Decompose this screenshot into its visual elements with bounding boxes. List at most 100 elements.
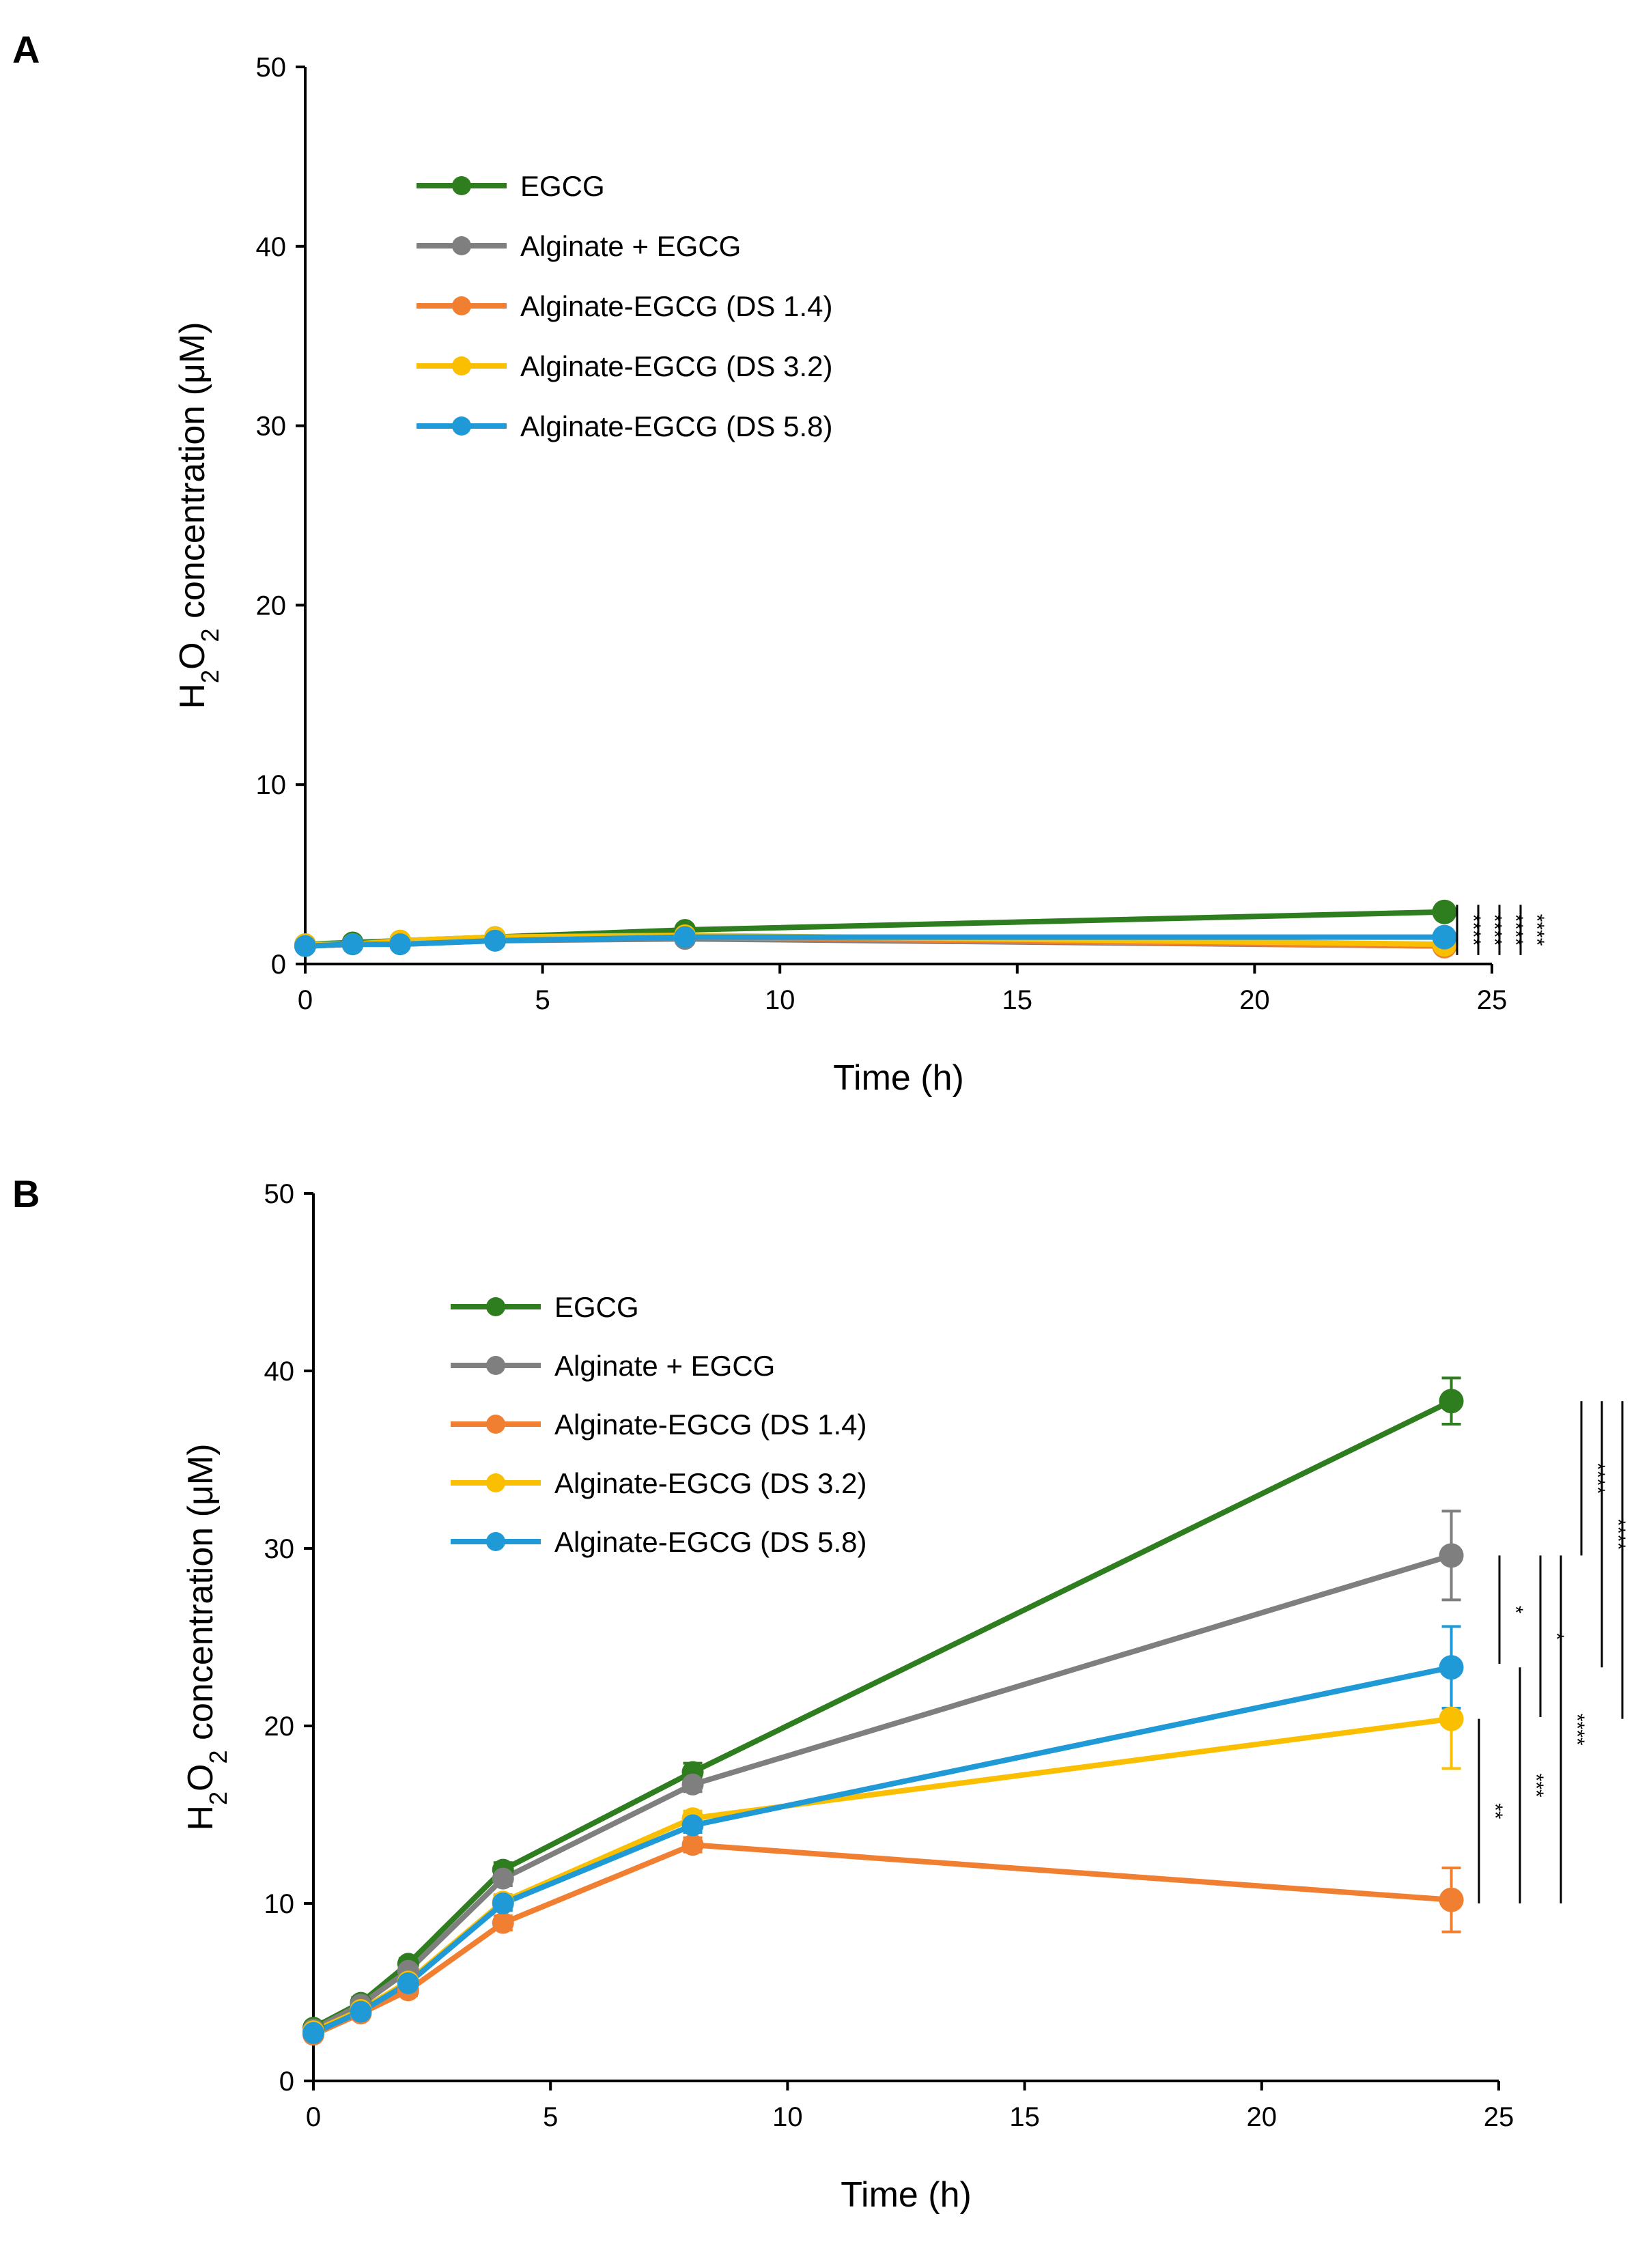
legend-label: Alginate-EGCG (DS 1.4) bbox=[554, 1408, 867, 1441]
significance-label: **** bbox=[1566, 1714, 1588, 1746]
x-tick-label: 20 bbox=[1239, 985, 1270, 1015]
legend-swatch-marker bbox=[486, 1532, 505, 1551]
y-axis-title: H2O2 concentration (μM) bbox=[173, 322, 224, 709]
legend-item: Alginate-EGCG (DS 3.2) bbox=[451, 1467, 867, 1499]
legend-label: Alginate-EGCG (DS 3.2) bbox=[520, 350, 833, 382]
legend-item: EGCG bbox=[451, 1291, 639, 1323]
x-axis-title: Time (h) bbox=[841, 2175, 972, 2215]
panel-b-significance: *************************** bbox=[1478, 1401, 1636, 1903]
legend-item: Alginate-EGCG (DS 5.8) bbox=[417, 410, 833, 442]
data-point bbox=[674, 926, 696, 948]
y-tick-label: 30 bbox=[264, 1534, 295, 1564]
x-axis-title: Time (h) bbox=[833, 1058, 964, 1098]
x-tick-label: 5 bbox=[543, 2102, 558, 2132]
panel-label-b: B bbox=[12, 1172, 40, 1215]
significance-label: ** bbox=[1484, 1803, 1506, 1819]
x-tick-label: 25 bbox=[1477, 985, 1508, 1015]
significance-label: **** bbox=[1504, 914, 1527, 946]
data-point bbox=[341, 933, 364, 956]
y-tick-label: 50 bbox=[256, 53, 287, 83]
data-point bbox=[1439, 1655, 1464, 1680]
legend-label: EGCG bbox=[520, 170, 605, 202]
data-point bbox=[1432, 899, 1457, 924]
legend-swatch-marker bbox=[452, 416, 471, 436]
x-tick-label: 0 bbox=[306, 2102, 321, 2132]
legend-label: Alginate + EGCG bbox=[554, 1350, 775, 1382]
panel-a-significance: **************** bbox=[1456, 905, 1548, 955]
y-axis-title-part: O bbox=[181, 1764, 221, 1791]
y-axis-title-subscript: 2 bbox=[204, 1791, 232, 1805]
significance-label: * bbox=[1504, 1606, 1527, 1614]
legend-label: EGCG bbox=[554, 1291, 639, 1323]
y-axis-title-subscript: 2 bbox=[204, 1750, 232, 1763]
y-axis-title-part: H bbox=[181, 1805, 221, 1831]
y-tick-label: 40 bbox=[264, 1357, 295, 1387]
significance-label: **** bbox=[1462, 914, 1484, 946]
data-point bbox=[492, 1912, 514, 1934]
data-point bbox=[681, 1773, 704, 1796]
legend-label: Alginate + EGCG bbox=[520, 230, 741, 262]
y-tick-label: 20 bbox=[256, 591, 287, 621]
data-point bbox=[492, 1867, 514, 1890]
data-point bbox=[1439, 1389, 1464, 1414]
significance-label: **** bbox=[1627, 1544, 1636, 1576]
legend-swatch-marker bbox=[452, 356, 471, 375]
data-point bbox=[397, 1972, 419, 1994]
y-axis-title: H2O2 concentration (μM) bbox=[181, 1443, 232, 1830]
y-axis-title-subscript: 2 bbox=[196, 670, 224, 683]
panel-b-legend: EGCG Alginate + EGCG Alginate-EGCG (DS 1.4… bbox=[451, 1291, 867, 1558]
legend-item: Alginate-EGCG (DS 5.8) bbox=[451, 1526, 867, 1558]
legend-swatch-marker bbox=[486, 1356, 505, 1375]
data-point bbox=[1432, 924, 1457, 950]
y-tick-label: 0 bbox=[279, 2067, 294, 2097]
y-axis-title-part: O bbox=[173, 642, 212, 670]
data-point bbox=[350, 2000, 372, 2023]
panel-b-points bbox=[302, 1389, 1464, 2046]
legend-item: EGCG bbox=[417, 170, 605, 202]
x-tick-label: 10 bbox=[765, 985, 795, 1015]
data-point bbox=[484, 929, 507, 952]
data-point bbox=[492, 1893, 514, 1914]
x-tick-label: 15 bbox=[1009, 2102, 1040, 2132]
legend-swatch-marker bbox=[452, 236, 471, 255]
legend-item: Alginate + EGCG bbox=[451, 1350, 775, 1382]
y-axis-title-part: concentration (μM) bbox=[173, 322, 212, 628]
y-tick-label: 20 bbox=[264, 1712, 295, 1742]
y-axis-title-part: concentration (μM) bbox=[181, 1443, 221, 1750]
panel-label-a: A bbox=[12, 28, 40, 71]
data-point bbox=[681, 1834, 704, 1856]
legend-label: Alginate-EGCG (DS 3.2) bbox=[554, 1467, 867, 1499]
panel-a-legend: EGCG Alginate + EGCG Alginate-EGCG (DS 1.4… bbox=[417, 170, 833, 442]
y-tick-label: 40 bbox=[256, 232, 287, 262]
y-tick-label: 50 bbox=[264, 1179, 295, 1209]
data-point bbox=[389, 933, 412, 956]
legend-swatch-marker bbox=[486, 1473, 505, 1492]
data-point bbox=[681, 1814, 704, 1837]
x-tick-label: 20 bbox=[1247, 2102, 1278, 2132]
x-tick-label: 10 bbox=[772, 2102, 803, 2132]
significance-label: *** bbox=[1525, 1774, 1547, 1798]
significance-label: **** bbox=[1586, 1462, 1609, 1494]
y-tick-label: 0 bbox=[271, 950, 286, 980]
panel-a-points bbox=[294, 899, 1457, 959]
legend-item: Alginate-EGCG (DS 3.2) bbox=[417, 350, 833, 382]
x-tick-label: 15 bbox=[1002, 985, 1033, 1015]
x-tick-label: 25 bbox=[1484, 2102, 1514, 2132]
data-point bbox=[1439, 1543, 1464, 1568]
significance-label: **** bbox=[1483, 914, 1506, 946]
legend-label: Alginate-EGCG (DS 5.8) bbox=[554, 1526, 867, 1558]
legend-swatch-marker bbox=[486, 1415, 505, 1434]
legend-item: Alginate + EGCG bbox=[417, 230, 741, 262]
y-axis-title-subscript: 2 bbox=[196, 628, 224, 642]
significance-label: **** bbox=[1525, 914, 1548, 946]
x-tick-label: 5 bbox=[535, 985, 550, 1015]
legend-item: Alginate-EGCG (DS 1.4) bbox=[417, 290, 833, 322]
data-point bbox=[302, 2022, 324, 2044]
significance-label: **** bbox=[1607, 1518, 1629, 1550]
y-tick-label: 30 bbox=[256, 412, 287, 442]
